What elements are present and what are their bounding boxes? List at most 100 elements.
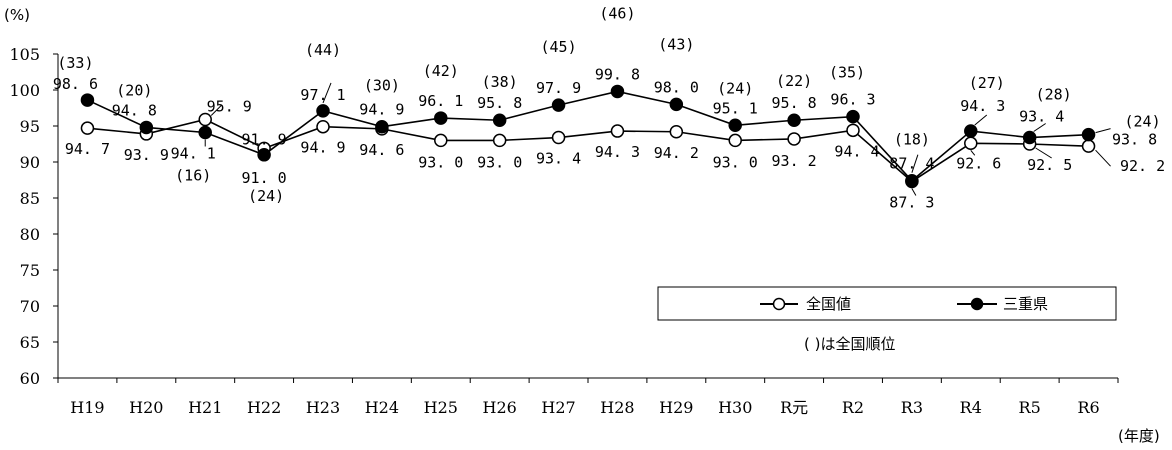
- x-tick-label: H19: [70, 398, 104, 417]
- point-mie: [434, 111, 448, 125]
- series-line-mie: [87, 90, 1089, 182]
- point-national: [80, 121, 95, 135]
- point-national: [492, 133, 507, 148]
- data-label-mie: 99. 8: [595, 65, 640, 83]
- data-label-mie: 93. 8: [1112, 131, 1157, 149]
- x-tick-label: H30: [718, 398, 752, 417]
- data-label-mie: 94. 3: [960, 97, 1005, 115]
- point-national: [610, 124, 625, 138]
- point-national: [198, 112, 212, 127]
- point-mie: [375, 119, 389, 134]
- legend-marker-mie: [970, 297, 984, 311]
- data-label-mie: 95. 8: [477, 94, 522, 112]
- rank-label-mie: (44): [305, 41, 341, 59]
- data-label-mie: 96. 1: [418, 92, 463, 110]
- point-national: [964, 136, 978, 151]
- rank-label-mie: (45): [540, 38, 576, 56]
- x-tick-label: R2: [842, 398, 864, 417]
- rank-label-mie: (30): [364, 77, 400, 95]
- data-label-national: 93. 0: [477, 153, 522, 171]
- rank-label-mie: (24): [717, 79, 753, 97]
- data-label-national: 92. 6: [956, 154, 1001, 172]
- point-mie: [551, 98, 566, 112]
- legend-label-mie: 三重県: [1003, 295, 1048, 313]
- point-mie: [139, 120, 154, 135]
- data-label-mie: 87. 4: [889, 155, 934, 173]
- y-tick-label: 75: [20, 261, 40, 280]
- x-tick-label: H29: [659, 398, 693, 417]
- y-tick-label: 60: [20, 369, 40, 388]
- leader-line: [911, 154, 919, 173]
- x-tick-label: H28: [600, 398, 634, 417]
- data-label-national: 94. 3: [595, 143, 640, 161]
- legend-marker-national: [772, 297, 786, 311]
- point-national: [846, 123, 860, 138]
- x-tick-label: R元: [780, 398, 808, 417]
- rank-label-mie: (20): [116, 81, 152, 99]
- x-tick-label: R3: [901, 398, 923, 417]
- x-tick-label: H21: [188, 398, 222, 417]
- point-national: [787, 132, 801, 146]
- rank-label-mie: (24): [248, 187, 284, 205]
- data-label-national: 95. 9: [207, 98, 252, 116]
- data-label-mie: 95. 1: [713, 99, 758, 117]
- x-tick-label: H27: [541, 398, 575, 417]
- point-mie: [80, 93, 95, 107]
- rank-label-mie: (22): [776, 72, 812, 90]
- data-label-national: 94. 2: [654, 144, 699, 162]
- data-label-national: 92. 2: [1120, 157, 1165, 175]
- x-tick-label: H26: [483, 398, 517, 417]
- x-tick-label: R5: [1019, 398, 1041, 417]
- legend-box: [657, 286, 1117, 321]
- point-mie: [787, 113, 801, 127]
- data-label-mie: 91. 0: [242, 169, 287, 187]
- leader-line: [970, 149, 976, 156]
- x-axis-unit: (年度): [1118, 427, 1160, 445]
- leader-line: [1033, 123, 1046, 132]
- data-label-national: 93. 2: [772, 152, 817, 170]
- point-mie: [846, 109, 860, 124]
- point-mie: [610, 84, 625, 99]
- leader-line: [210, 105, 222, 116]
- leader-line: [1035, 147, 1052, 159]
- point-mie: [905, 173, 919, 188]
- leader-line: [974, 114, 988, 126]
- data-label-mie: 94. 8: [112, 101, 157, 119]
- y-axis-ticks: 60 65 70 75 80 85 90 95 100 105: [9, 45, 58, 388]
- y-tick-label: 90: [20, 153, 40, 172]
- point-mie: [1022, 130, 1037, 145]
- point-mie: [669, 97, 684, 112]
- data-label-mie: 93. 4: [1019, 108, 1064, 126]
- y-axis-unit: (%): [4, 6, 30, 24]
- data-label-mie: 98. 6: [53, 75, 98, 93]
- y-tick-label: 105: [9, 45, 40, 64]
- data-label-national: 93. 4: [536, 150, 581, 168]
- data-labels: 94. 7 93. 9 95. 9 91. 9 94. 9 94. 6 93. 0 93. 0…: [53, 4, 1165, 211]
- rank-label-mie: (46): [599, 4, 635, 22]
- data-label-mie: 96. 3: [830, 91, 875, 109]
- rank-label-mie: (42): [423, 62, 459, 80]
- point-mie: [728, 118, 742, 133]
- data-label-national: 94. 6: [359, 141, 404, 159]
- rank-note: ( )は全国順位: [804, 335, 895, 353]
- point-mie: [492, 113, 507, 127]
- point-mie: [198, 125, 212, 140]
- rank-label-mie: (18): [894, 131, 930, 149]
- data-label-mie: 94. 9: [359, 101, 404, 119]
- rank-label-mie: (16): [175, 166, 211, 184]
- data-label-mie: 97. 9: [536, 79, 581, 97]
- leader-line: [911, 188, 917, 196]
- rank-label-mie: (24): [1124, 113, 1160, 131]
- legend: 全国値 三重県: [657, 286, 1117, 321]
- x-tick-label: H22: [247, 398, 281, 417]
- y-tick-label: 65: [20, 333, 40, 352]
- rank-label-mie: (28): [1036, 86, 1072, 104]
- rank-label-mie: (43): [658, 35, 694, 53]
- y-tick-label: 70: [20, 297, 40, 316]
- data-label-national: 93. 0: [713, 153, 758, 171]
- x-axis-ticks: H19 H20 H21 H22 H23 H24 H25 H26 H27 H28 H29 H30 R元 R2…: [57, 378, 1119, 417]
- y-tick-label: 100: [9, 81, 40, 100]
- point-national: [728, 133, 742, 148]
- data-label-national: 94. 7: [65, 140, 110, 158]
